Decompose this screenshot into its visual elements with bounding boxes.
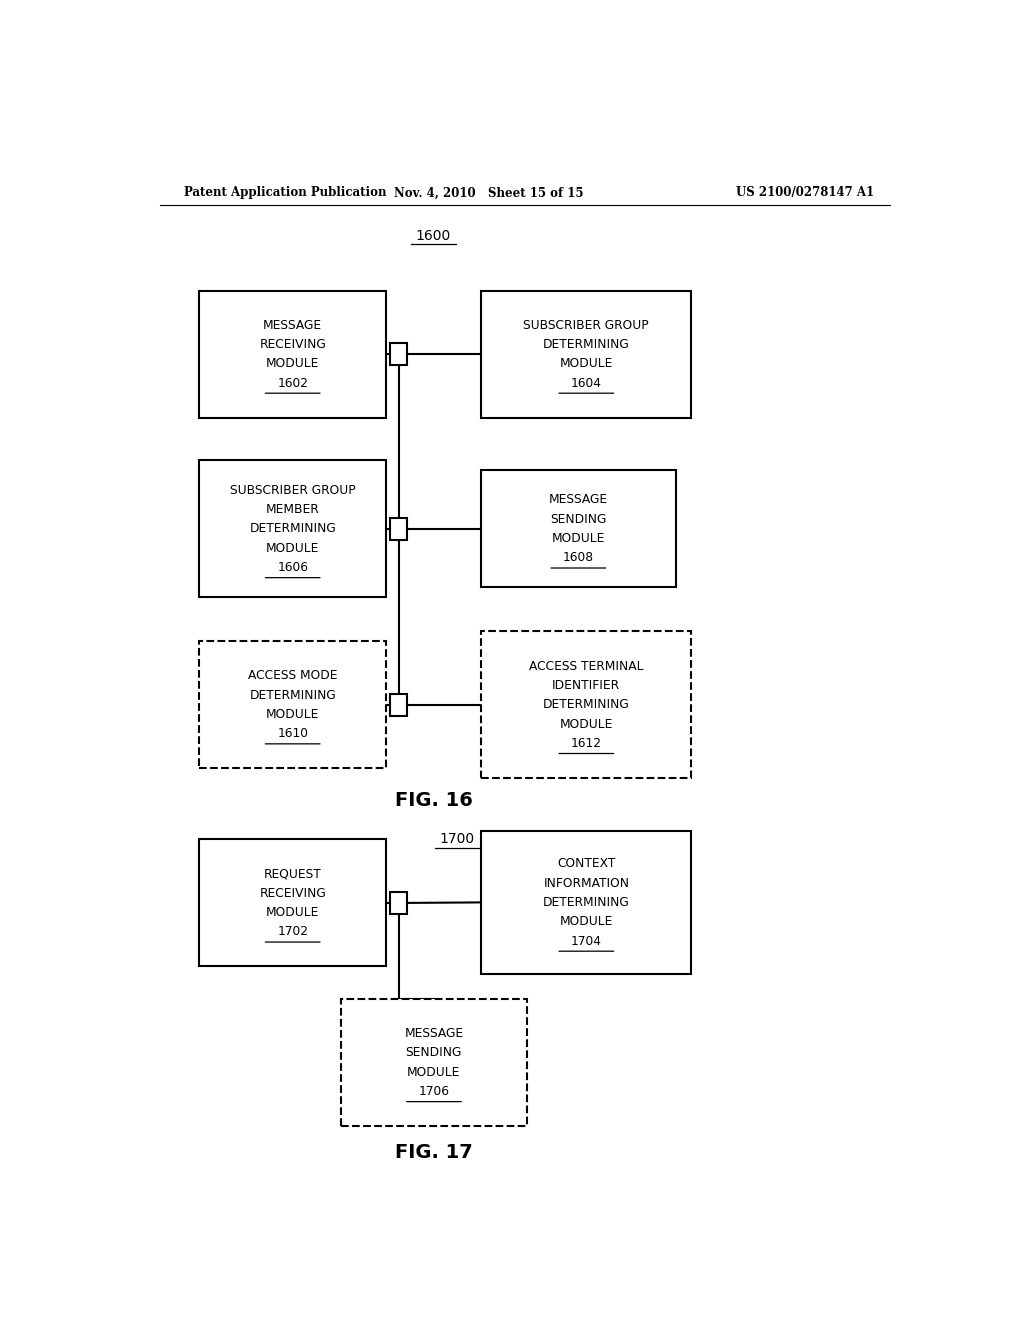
- Text: 1702: 1702: [278, 925, 308, 939]
- Text: ACCESS TERMINAL: ACCESS TERMINAL: [529, 660, 643, 673]
- Text: DETERMINING: DETERMINING: [543, 698, 630, 711]
- Text: 1608: 1608: [563, 552, 594, 565]
- Text: REQUEST: REQUEST: [264, 867, 322, 880]
- Text: SENDING: SENDING: [406, 1047, 462, 1060]
- FancyBboxPatch shape: [481, 470, 676, 587]
- Text: 1700: 1700: [439, 833, 475, 846]
- Text: MEMBER: MEMBER: [266, 503, 319, 516]
- FancyBboxPatch shape: [481, 290, 691, 417]
- FancyBboxPatch shape: [200, 461, 386, 598]
- Text: MODULE: MODULE: [266, 906, 319, 919]
- Text: 1612: 1612: [570, 737, 602, 750]
- Text: Patent Application Publication: Patent Application Publication: [183, 186, 386, 199]
- Text: SUBSCRIBER GROUP: SUBSCRIBER GROUP: [523, 318, 649, 331]
- Text: CONTEXT: CONTEXT: [557, 857, 615, 870]
- Text: MODULE: MODULE: [560, 358, 613, 370]
- Text: INFORMATION: INFORMATION: [544, 876, 630, 890]
- FancyBboxPatch shape: [390, 517, 408, 540]
- Text: MODULE: MODULE: [560, 718, 613, 730]
- Text: DETERMINING: DETERMINING: [543, 338, 630, 351]
- Text: 1610: 1610: [278, 727, 308, 741]
- Text: 1604: 1604: [570, 376, 602, 389]
- FancyBboxPatch shape: [481, 832, 691, 974]
- Text: IDENTIFIER: IDENTIFIER: [552, 678, 621, 692]
- FancyBboxPatch shape: [200, 290, 386, 417]
- Text: MODULE: MODULE: [266, 541, 319, 554]
- Text: FIG. 16: FIG. 16: [394, 791, 472, 810]
- Text: MODULE: MODULE: [552, 532, 605, 545]
- Text: DETERMINING: DETERMINING: [249, 523, 336, 536]
- Text: MODULE: MODULE: [266, 358, 319, 370]
- Text: 1706: 1706: [419, 1085, 450, 1098]
- Text: RECEIVING: RECEIVING: [259, 887, 326, 900]
- Text: MODULE: MODULE: [266, 708, 319, 721]
- FancyBboxPatch shape: [390, 693, 408, 715]
- FancyBboxPatch shape: [341, 999, 527, 1126]
- Text: 1600: 1600: [416, 228, 452, 243]
- Text: MESSAGE: MESSAGE: [404, 1027, 464, 1040]
- FancyBboxPatch shape: [200, 642, 386, 768]
- Text: 1602: 1602: [278, 376, 308, 389]
- Text: US 2100/0278147 A1: US 2100/0278147 A1: [736, 186, 873, 199]
- Text: ACCESS MODE: ACCESS MODE: [248, 669, 338, 682]
- Text: RECEIVING: RECEIVING: [259, 338, 326, 351]
- Text: SENDING: SENDING: [550, 512, 606, 525]
- FancyBboxPatch shape: [200, 840, 386, 966]
- Text: MODULE: MODULE: [560, 915, 613, 928]
- Text: MODULE: MODULE: [408, 1065, 461, 1078]
- FancyBboxPatch shape: [481, 631, 691, 779]
- Text: DETERMINING: DETERMINING: [249, 689, 336, 701]
- Text: SUBSCRIBER GROUP: SUBSCRIBER GROUP: [229, 483, 355, 496]
- Text: 1606: 1606: [278, 561, 308, 574]
- FancyBboxPatch shape: [390, 892, 408, 913]
- Text: DETERMINING: DETERMINING: [543, 896, 630, 909]
- Text: Nov. 4, 2010   Sheet 15 of 15: Nov. 4, 2010 Sheet 15 of 15: [394, 186, 584, 199]
- Text: MESSAGE: MESSAGE: [549, 494, 608, 507]
- Text: FIG. 17: FIG. 17: [394, 1143, 472, 1162]
- FancyBboxPatch shape: [390, 343, 408, 366]
- Text: 1704: 1704: [570, 935, 602, 948]
- Text: MESSAGE: MESSAGE: [263, 318, 323, 331]
